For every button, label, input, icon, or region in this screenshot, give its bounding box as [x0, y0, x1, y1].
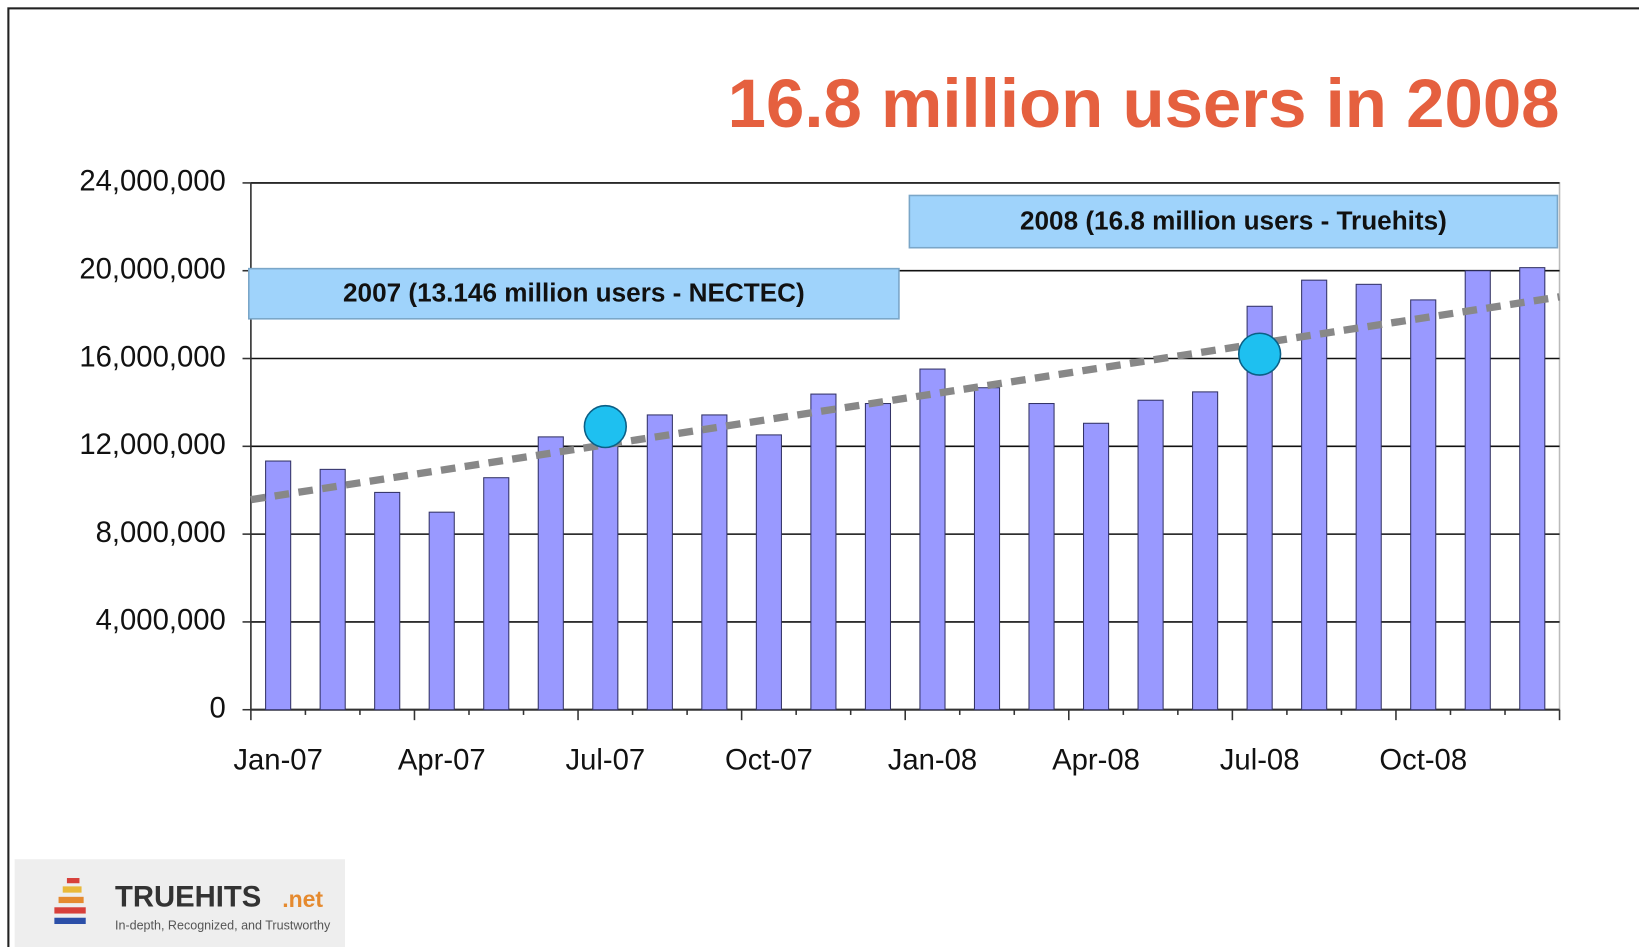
y-tick-label: 0 — [210, 692, 226, 724]
x-tick-label: Jan-07 — [233, 745, 322, 777]
bar — [1301, 279, 1328, 711]
bar — [592, 432, 619, 711]
y-tick-label: 16,000,000 — [79, 341, 225, 373]
bar — [319, 468, 346, 711]
bar — [755, 434, 782, 711]
x-tick-label: Jul-08 — [1220, 745, 1300, 777]
logo-icon — [58, 896, 84, 904]
marker — [583, 404, 627, 449]
x-tick-label: Oct-08 — [1379, 745, 1467, 777]
logo: TRUEHITS .net In-depth, Recognized, and … — [14, 859, 345, 947]
y-tick-label: 4,000,000 — [96, 605, 226, 637]
logo-icon — [62, 886, 82, 893]
annotation-box — [248, 267, 900, 320]
bar — [646, 414, 673, 711]
x-tick-label: Apr-08 — [1052, 745, 1140, 777]
chart-title: 16.8 million users in 2008 — [728, 65, 1560, 142]
bar — [1082, 422, 1110, 711]
bar — [973, 387, 1001, 711]
marker — [1237, 332, 1282, 376]
logo-icon — [54, 907, 86, 914]
logo-icon — [66, 878, 80, 884]
bar — [1410, 299, 1437, 711]
logo-domain: .net — [282, 886, 323, 912]
bar — [1519, 267, 1546, 711]
y-tick-label: 8,000,000 — [96, 517, 226, 549]
y-tick-label: 12,000,000 — [79, 429, 225, 461]
bar — [919, 368, 946, 711]
x-tick-label: Jul-07 — [565, 745, 645, 777]
x-tick-label: Oct-07 — [725, 745, 813, 777]
bar — [374, 491, 401, 711]
x-tick-label: Jan-08 — [888, 745, 977, 777]
bar — [864, 402, 892, 711]
bar — [428, 511, 455, 711]
annotation: 2007 (13.146 million users - NECTEC) — [343, 278, 805, 308]
bar — [1192, 391, 1219, 711]
annotation-box — [908, 194, 1559, 249]
bar — [265, 460, 292, 711]
bar — [1464, 270, 1491, 711]
annotation: 2008 (16.8 million users - Truehits) — [1020, 206, 1447, 236]
bar — [537, 436, 564, 711]
bar — [701, 414, 728, 711]
x-tick-label: Apr-07 — [398, 745, 486, 777]
logo-tagline: In-depth, Recognized, and Trustworthy — [115, 918, 331, 932]
bar — [1137, 399, 1164, 711]
bar — [1355, 283, 1382, 711]
bar — [810, 393, 837, 711]
logo-name: TRUEHITS — [115, 882, 261, 914]
bar — [1028, 402, 1055, 711]
logo-icon — [54, 917, 86, 925]
bar — [483, 477, 510, 711]
y-tick-label: 24,000,000 — [79, 166, 225, 198]
trendline — [250, 293, 1561, 504]
y-tick-label: 20,000,000 — [79, 253, 225, 285]
